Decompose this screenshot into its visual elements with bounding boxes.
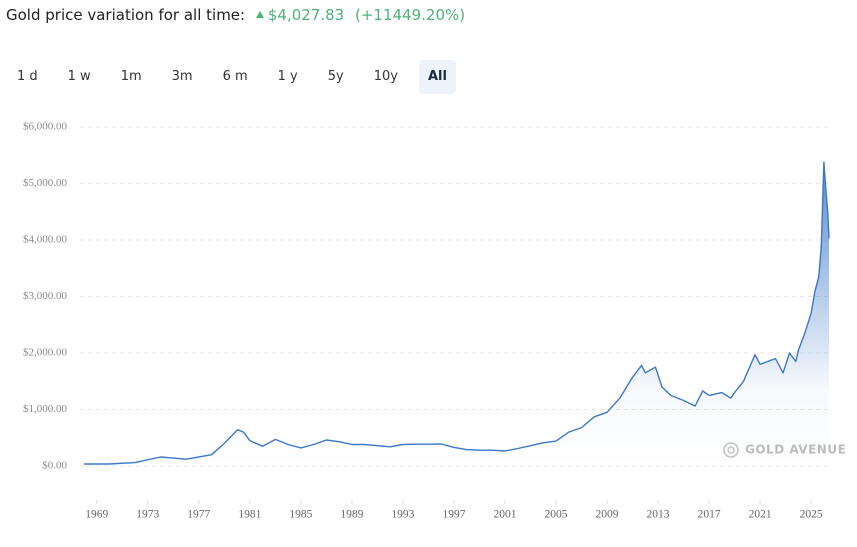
x-tick-label: 1981 xyxy=(238,509,261,521)
range-button[interactable]: 10y xyxy=(373,69,398,84)
x-tick-label: 1977 xyxy=(187,509,210,521)
range-button[interactable]: 3m xyxy=(171,69,193,84)
x-tick-label: 1973 xyxy=(136,509,159,521)
title: Gold price variation for all time: xyxy=(6,6,246,24)
range-buttons: 1 d 1 w 1m 3m 6 m 1 y 5y 10y All xyxy=(8,60,468,94)
x-tick-label: 1989 xyxy=(340,509,363,521)
y-tick-label: $5,000.00 xyxy=(23,177,68,189)
range-button[interactable]: All xyxy=(418,60,456,94)
x-tick-label: 1969 xyxy=(85,509,108,521)
range-button[interactable]: 1 y xyxy=(277,69,298,84)
price: $4,027.83 xyxy=(267,6,345,24)
y-tick-label: $3,000.00 xyxy=(23,290,68,302)
x-tick-label: 1993 xyxy=(391,509,414,521)
y-tick-label: $4,000.00 xyxy=(23,234,68,246)
range-button[interactable]: 1 d xyxy=(17,69,38,84)
y-tick-label: $1,000.00 xyxy=(23,403,68,415)
x-tick-label: 1997 xyxy=(442,509,465,521)
x-tick-label: 2009 xyxy=(596,509,619,521)
price-line xyxy=(84,161,830,465)
up-arrow xyxy=(255,11,264,18)
x-tick-label: 2017 xyxy=(698,509,721,521)
y-tick-label: $0.00 xyxy=(42,460,67,472)
y-tick-label: $6,000.00 xyxy=(23,121,68,133)
change: (+11449.20%) xyxy=(355,6,466,24)
x-tick-label: 2001 xyxy=(493,509,516,521)
x-tick-label: 2021 xyxy=(749,509,772,521)
x-tick-label: 2025 xyxy=(800,509,823,521)
header: Gold price variation for all time: $4,02… xyxy=(6,6,465,24)
x-tick-label: 2005 xyxy=(545,509,568,521)
x-tick-label: 2013 xyxy=(647,509,670,521)
y-tick-label: $2,000.00 xyxy=(23,347,68,359)
x-tick-label: 1985 xyxy=(289,509,312,521)
range-button[interactable]: 6 m xyxy=(222,69,248,84)
area xyxy=(84,162,829,466)
range-button[interactable]: 5y xyxy=(327,69,344,84)
range-button[interactable]: 1m xyxy=(120,69,142,84)
range-button[interactable]: 1 w xyxy=(67,69,91,84)
